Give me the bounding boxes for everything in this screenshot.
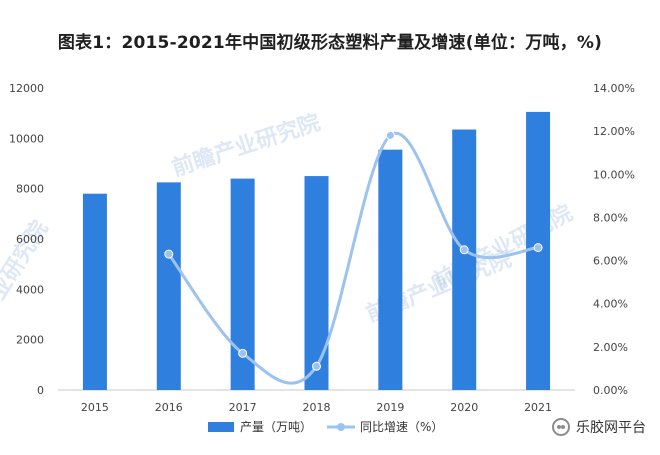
growth-point (459, 245, 469, 255)
y-right-tick-label: 12.00% (593, 125, 635, 138)
output-bar (82, 193, 107, 390)
y-left-tick-label: 12000 (9, 82, 44, 95)
output-bar (378, 149, 403, 390)
watermark-right: 前瞻产业研究院 (429, 200, 577, 295)
x-tick-label: 2016 (155, 401, 183, 414)
y-right-tick-label: 0.00% (593, 384, 628, 397)
y-left-tick-label: 2000 (16, 334, 44, 347)
growth-point (312, 361, 321, 371)
growth-line (167, 131, 540, 385)
x-tick-label: 2021 (524, 401, 552, 414)
y-left-tick-label: 6000 (16, 233, 44, 246)
wechat-icon (552, 418, 570, 436)
x-tick-label: 2018 (303, 401, 331, 414)
y-left-tick-label: 10000 (9, 132, 44, 145)
growth-point (164, 249, 174, 259)
x-tick-label: 2020 (450, 401, 478, 414)
y-right-tick-label: 8.00% (593, 211, 628, 224)
legend-bar-label: 产量（万吨） (240, 420, 312, 434)
output-bar (156, 182, 181, 390)
growth-point (238, 348, 248, 358)
legend-line-marker (337, 423, 345, 431)
y-right-tick-label: 2.00% (593, 341, 628, 354)
source-badge: 乐胶网平台 (552, 417, 646, 437)
growth-point (385, 130, 395, 140)
output-bar (304, 176, 329, 390)
y-left-tick-label: 8000 (16, 183, 44, 196)
y-left-tick-label: 4000 (16, 283, 44, 296)
y-right-tick-label: 6.00% (593, 255, 628, 268)
y-right-tick-label: 14.00% (593, 82, 635, 95)
legend-bar-swatch (208, 422, 234, 432)
x-tick-label: 2019 (376, 401, 404, 414)
growth-point (533, 243, 543, 253)
watermark-upper: 前瞻产业研究院 (169, 109, 324, 181)
y-left-tick-label: 0 (37, 384, 44, 397)
output-bar (452, 129, 477, 390)
y-right-tick-label: 4.00% (593, 298, 628, 311)
x-tick-label: 2015 (81, 401, 109, 414)
y-right-tick-label: 10.00% (593, 168, 635, 181)
x-tick-label: 2017 (229, 401, 257, 414)
source-badge-text: 乐胶网平台 (576, 420, 646, 436)
chart-title: 图表1：2015-2021年中国初级形态塑料产量及增速(单位：万吨，%) (57, 33, 603, 53)
legend-line-label: 同比增速（%） (360, 420, 443, 434)
